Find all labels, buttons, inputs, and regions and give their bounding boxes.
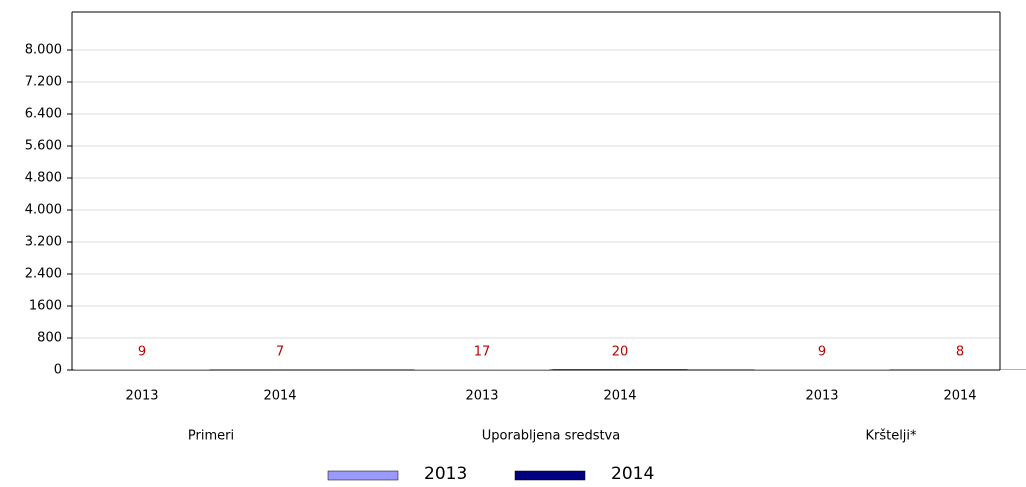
legend-label: 2014 bbox=[611, 464, 654, 484]
legend-label: 2013 bbox=[424, 464, 467, 484]
x-sub-label: 2013 bbox=[805, 389, 838, 404]
y-tick-label: 4.000 bbox=[25, 203, 62, 218]
value-label: 8 bbox=[956, 345, 964, 360]
bar bbox=[552, 369, 688, 370]
x-category-label: Krštelji* bbox=[865, 429, 917, 444]
value-label: 9 bbox=[818, 345, 826, 360]
legend-swatch bbox=[514, 470, 586, 481]
y-tick-label: 5.600 bbox=[25, 139, 62, 154]
y-tick-label: 1600 bbox=[29, 299, 62, 314]
value-label: 17 bbox=[474, 345, 491, 360]
y-tick-label: 800 bbox=[37, 331, 62, 346]
x-sub-label: 2014 bbox=[603, 389, 636, 404]
y-tick-label: 0 bbox=[54, 363, 62, 378]
y-tick-label: 2.400 bbox=[25, 267, 62, 282]
y-tick-label: 7.200 bbox=[25, 75, 62, 90]
y-tick-label: 8.000 bbox=[25, 43, 62, 58]
x-sub-label: 2014 bbox=[943, 389, 976, 404]
legend-swatch bbox=[327, 470, 399, 481]
value-label: 7 bbox=[276, 345, 284, 360]
x-category-label: Primeri bbox=[188, 429, 234, 444]
x-category-label: Uporabljena sredstva bbox=[482, 429, 620, 444]
y-tick-label: 4.800 bbox=[25, 171, 62, 186]
bar bbox=[414, 369, 550, 370]
y-tick-label: 6.400 bbox=[25, 107, 62, 122]
value-label: 9 bbox=[138, 345, 146, 360]
x-sub-label: 2013 bbox=[125, 389, 158, 404]
x-sub-label: 2014 bbox=[263, 389, 296, 404]
x-sub-label: 2013 bbox=[465, 389, 498, 404]
y-tick-label: 3.200 bbox=[25, 235, 62, 250]
value-label: 20 bbox=[612, 345, 629, 360]
